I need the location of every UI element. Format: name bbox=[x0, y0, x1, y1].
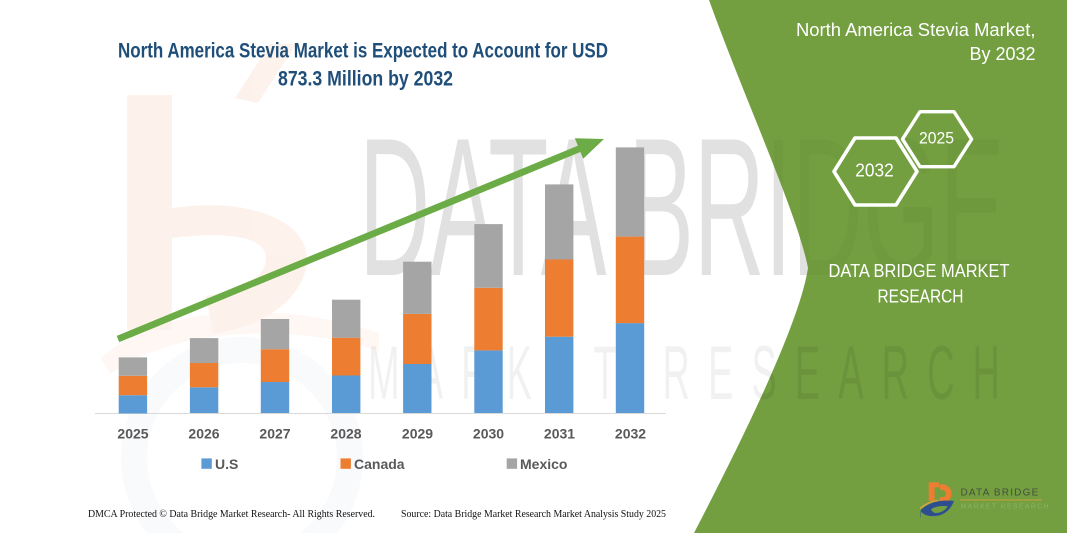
svg-text:North America Stevia Market is: North America Stevia Market is Expected … bbox=[118, 40, 608, 63]
svg-text:MARKET RESEARCH: MARKET RESEARCH bbox=[961, 504, 1050, 511]
svg-text:2025: 2025 bbox=[117, 426, 148, 442]
svg-text:2025: 2025 bbox=[919, 129, 954, 148]
svg-text:RESEARCH: RESEARCH bbox=[878, 286, 964, 307]
svg-text:Mexico: Mexico bbox=[520, 456, 567, 472]
svg-text:2030: 2030 bbox=[473, 426, 504, 442]
svg-text:Canada: Canada bbox=[354, 456, 405, 472]
svg-text:DMCA Protected © Data Bridge M: DMCA Protected © Data Bridge Market Rese… bbox=[88, 509, 375, 520]
svg-text:U.S: U.S bbox=[215, 456, 238, 472]
svg-text:By 2032: By 2032 bbox=[969, 44, 1035, 64]
svg-text:Source: Data Bridge Market Res: Source: Data Bridge Market Research Mark… bbox=[401, 509, 666, 520]
svg-text:2029: 2029 bbox=[402, 426, 433, 442]
svg-text:North America Stevia Market,: North America Stevia Market, bbox=[796, 20, 1036, 40]
svg-text:DATA BRIDGE: DATA BRIDGE bbox=[961, 488, 1040, 499]
svg-text:DATA BRIDGE MARKET: DATA BRIDGE MARKET bbox=[829, 260, 1010, 281]
svg-text:2032: 2032 bbox=[855, 160, 894, 181]
svg-text:2026: 2026 bbox=[188, 426, 219, 442]
svg-text:2028: 2028 bbox=[330, 426, 361, 442]
svg-text:2027: 2027 bbox=[259, 426, 290, 442]
svg-text:873.3 Million by 2032: 873.3 Million by 2032 bbox=[278, 68, 453, 91]
svg-text:2031: 2031 bbox=[544, 426, 575, 442]
svg-text:2032: 2032 bbox=[615, 426, 646, 442]
